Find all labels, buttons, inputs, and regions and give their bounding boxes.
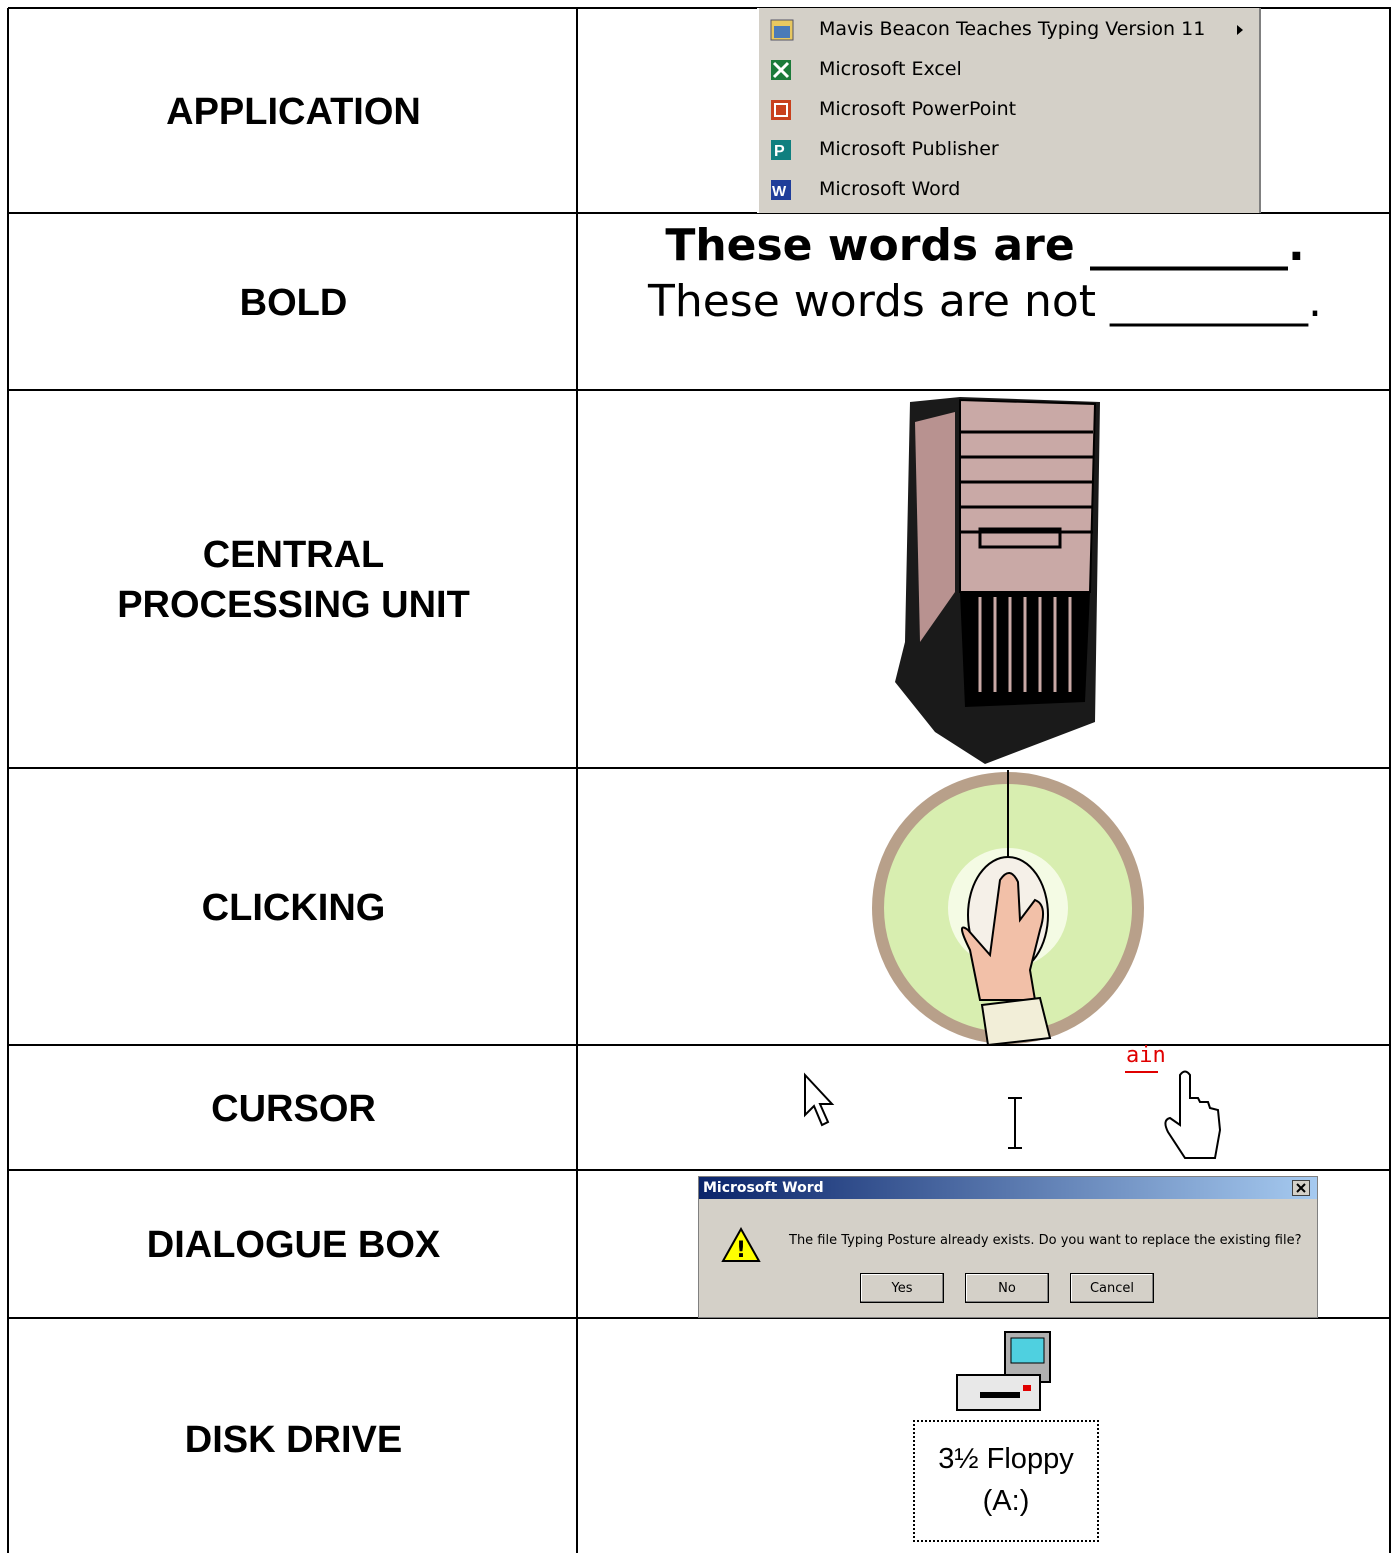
rule [7,8,9,1553]
term: CLICKING [201,886,386,929]
svg-text:W: W [772,183,787,200]
term: DISK DRIVE [184,1419,403,1461]
dialog-button[interactable]: Cancel [1070,1273,1154,1303]
cpu-illustration [895,397,1100,764]
term: BOLD [239,281,348,324]
warning-icon: ! [721,1227,761,1263]
link-fragment: ain [1126,1043,1166,1068]
plain-line: These words are not _________. [647,276,1323,327]
disk-drive-icon [956,1331,1051,1411]
term: CENTRAL PROCESSING UNIT [117,534,470,626]
menu-item[interactable]: Microsoft Excel [819,58,962,80]
drive-label-line: (A:) [982,1485,1030,1517]
svg-text:!: ! [736,1238,746,1263]
rule [576,8,578,1553]
term: DIALOGUE BOX [146,1224,441,1266]
dialog-message: The file Typing Posture already exists. … [789,1233,1302,1248]
drive-label-line: 3½ Floppy [938,1443,1074,1475]
dialog-title: Microsoft Word [699,1177,1317,1199]
rule [8,767,1391,769]
rule [8,1317,1391,1319]
close-button[interactable] [1292,1180,1310,1196]
svg-text:P: P [774,143,785,160]
menu-item[interactable]: Mavis Beacon Teaches Typing Version 11 [819,18,1206,40]
clicking-illustration [872,770,1144,1045]
dialog: Microsoft Word ! The file Typing Posture… [698,1176,1318,1318]
rule [8,212,1391,214]
rule [8,389,1391,391]
rule [8,1044,1391,1046]
cursor-illustrations [804,1070,1222,1159]
menu-icons: P W [770,19,1243,200]
start-menu: P W Mavis Beacon Teaches Typing Version … [757,8,1261,213]
term: CURSOR [211,1087,376,1130]
rule [1389,8,1391,1553]
drive-label: 3½ Floppy (A:) [913,1420,1099,1542]
term: APPLICATION [166,90,421,133]
rule [8,1169,1391,1171]
dialog-button[interactable]: Yes [860,1273,944,1303]
menu-item[interactable]: Microsoft PowerPoint [819,98,1017,120]
menu-item[interactable]: Microsoft Publisher [819,138,999,160]
rule [8,7,1391,9]
dialog-button[interactable]: No [965,1273,1049,1303]
menu-item[interactable]: Microsoft Word [819,178,961,200]
bold-line: These words are _________. [665,220,1305,271]
